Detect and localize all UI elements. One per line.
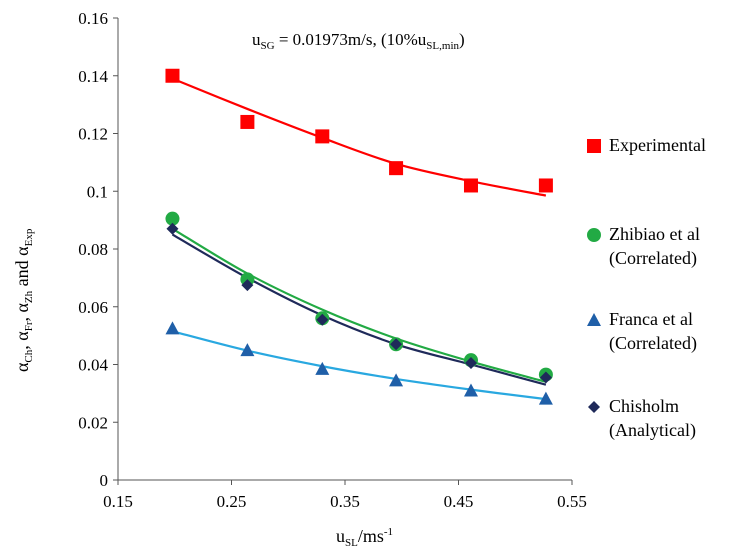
data-point-franca-et-al bbox=[389, 373, 404, 387]
data-point-franca-et-al bbox=[240, 343, 255, 357]
data-point-experimental bbox=[240, 114, 255, 129]
data-point-experimental bbox=[165, 68, 180, 83]
y-axis-title: αCh, αFr, αZh and αExp bbox=[12, 228, 35, 372]
y-tick-label: 0 bbox=[100, 471, 109, 490]
y-tick-label: 0.02 bbox=[78, 413, 108, 432]
legend-item-zhibiao-et-al: Zhibiao et al (Correlated) bbox=[587, 224, 700, 269]
legend-label: (Correlated) bbox=[609, 333, 697, 354]
data-point-chisholm bbox=[539, 371, 552, 384]
legend-marker-franca-et-al bbox=[587, 313, 601, 326]
x-tick-label: 0.25 bbox=[217, 492, 247, 511]
y-tick-label: 0.12 bbox=[78, 125, 108, 144]
data-point-chisholm bbox=[316, 313, 329, 326]
tick-labels: 0 0.02 0.04 0.06 0.08 0.1 0.12 0.14 0.16 0.15 0.25… bbox=[78, 9, 587, 511]
y-tick-label: 0.04 bbox=[78, 356, 108, 375]
y-tick-label: 0.14 bbox=[78, 67, 108, 86]
data-point-franca-et-al bbox=[463, 383, 478, 397]
legend-item-chisholm: Chisholm (Analytical) bbox=[588, 396, 696, 441]
x-tick-label: 0.35 bbox=[330, 492, 360, 511]
data-point-experimental bbox=[463, 178, 478, 193]
legend-item-franca-et-al: Franca et al (Correlated) bbox=[587, 309, 697, 354]
legend-label: Zhibiao et al bbox=[609, 224, 700, 244]
legend-label: (Correlated) bbox=[609, 248, 697, 269]
legend-label: (Analytical) bbox=[609, 420, 696, 441]
x-tick-label: 0.55 bbox=[557, 492, 587, 511]
x-tick-label: 0.15 bbox=[103, 492, 133, 511]
trend-line-experimental bbox=[172, 77, 547, 197]
legend-marker-zhibiao-et-al bbox=[587, 228, 601, 242]
legend-label: Franca et al bbox=[609, 309, 693, 329]
trend-line-zhibiao-et-al bbox=[171, 227, 547, 383]
chart-annotation: uSG = 0.01973m/s, (10%uSL,min) bbox=[252, 30, 465, 52]
data-point-franca-et-al bbox=[315, 361, 330, 375]
data-point-franca-et-al bbox=[165, 321, 180, 335]
data-point-chisholm bbox=[390, 338, 403, 351]
legend-label: Chisholm bbox=[609, 396, 679, 416]
y-tick-label: 0.08 bbox=[78, 240, 108, 259]
legend-label: Experimental bbox=[609, 135, 706, 155]
y-tick-label: 0.1 bbox=[87, 182, 108, 201]
x-axis-title: uSL/ms-1 bbox=[336, 526, 393, 549]
data-point-experimental bbox=[389, 161, 404, 176]
legend-marker-chisholm bbox=[588, 401, 600, 413]
trend-line-franca-et-al bbox=[172, 330, 547, 401]
y-tick-label: 0.06 bbox=[78, 298, 108, 317]
trend-lines bbox=[171, 77, 547, 401]
x-tick-label: 0.45 bbox=[444, 492, 474, 511]
y-tick-label: 0.16 bbox=[78, 9, 108, 28]
trend-line-chisholm bbox=[171, 233, 547, 386]
data-point-experimental bbox=[315, 129, 330, 144]
data-point-chisholm bbox=[166, 222, 179, 235]
legend-item-experimental: Experimental bbox=[587, 135, 706, 155]
data-point-chisholm bbox=[241, 279, 254, 292]
data-point-experimental bbox=[538, 178, 553, 193]
axes bbox=[117, 18, 572, 481]
legend-marker-experimental bbox=[587, 139, 601, 153]
data-point-chisholm bbox=[464, 357, 477, 370]
data-point-franca-et-al bbox=[538, 391, 553, 405]
data-markers bbox=[165, 68, 553, 405]
data-point-zhibiao-et-al bbox=[165, 211, 180, 226]
